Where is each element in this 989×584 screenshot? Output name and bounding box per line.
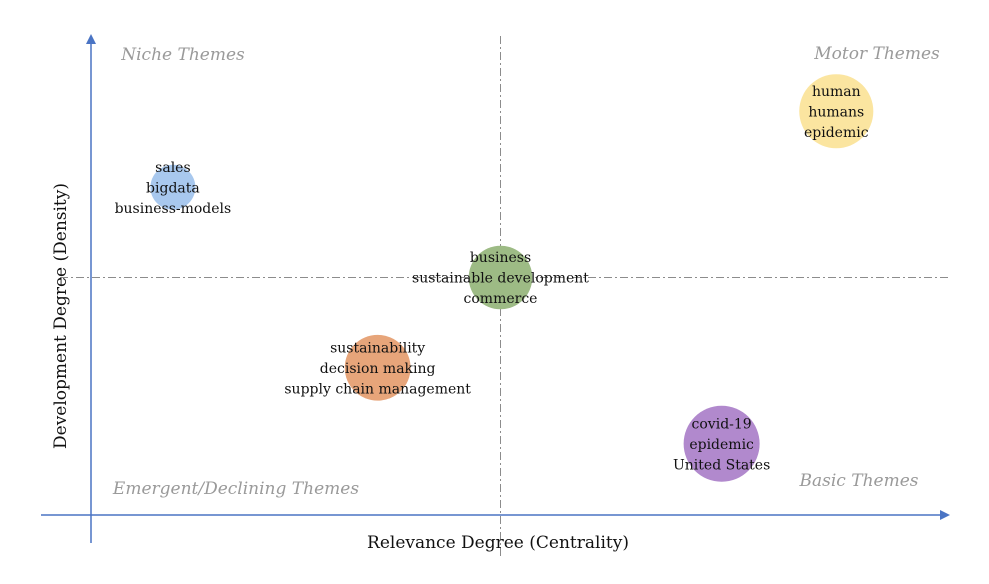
x-axis-title: Relevance Degree (Centrality) <box>367 533 629 553</box>
bubble-point-3 <box>799 74 874 149</box>
bubble-label-4-2: United States <box>673 457 770 473</box>
bubble-point-1 <box>468 245 533 310</box>
quadrant-label-motor: Motor Themes <box>813 44 940 64</box>
bubble-label-2-2: supply chain management <box>284 381 471 397</box>
bubble-label-0-2: business-models <box>115 201 232 217</box>
bubble-label-0-1: bigdata <box>146 180 200 196</box>
bubble-label-1-1: sustainable development <box>412 271 589 287</box>
axes <box>41 34 950 543</box>
y-axis-title: Development Degree (Density) <box>51 183 71 449</box>
bubble-label-3-2: epidemic <box>804 125 869 141</box>
quadrant-label-basic: Basic Themes <box>799 471 919 491</box>
bubble-label-3-1: humans <box>808 104 864 120</box>
bubble-label-4-1: epidemic <box>689 437 754 453</box>
bubble-label-2-1: decision making <box>320 361 436 377</box>
bubble-label-1-0: business <box>470 250 531 266</box>
bubble-point-4 <box>683 405 760 482</box>
quadrant-labels: Niche Themes Motor Themes Emergent/Decli… <box>112 44 940 499</box>
bubble-label-2-0: sustainability <box>330 340 425 356</box>
quadrant-label-niche: Niche Themes <box>120 45 245 65</box>
bubble-label-4-0: covid-19 <box>692 416 752 432</box>
bubble-series: sales bigdata business-models business susta… <box>115 74 874 482</box>
bubble-point-0 <box>150 164 196 210</box>
quadrant-label-emergent-declining: Emergent/Declining Themes <box>112 479 359 499</box>
bubble-point-2 <box>344 334 411 401</box>
bubble-label-3-0: human <box>812 84 861 100</box>
bubble-label-1-2: commerce <box>464 291 538 307</box>
bubble-label-0-0: sales <box>155 160 190 176</box>
